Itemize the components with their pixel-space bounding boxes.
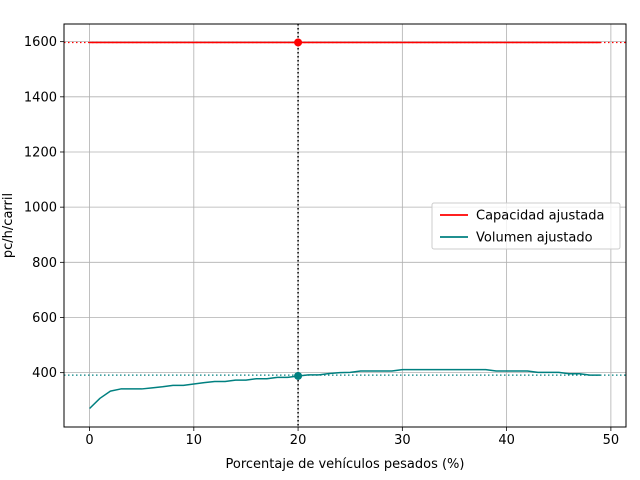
x-tick-label: 20	[290, 433, 307, 448]
highlight-points	[294, 38, 303, 380]
y-tick-label: 1200	[24, 145, 57, 160]
plot-frame	[63, 23, 627, 428]
legend-box	[431, 202, 621, 250]
x-tick-label: 30	[394, 433, 411, 448]
y-tick-label: 1600	[24, 35, 57, 50]
x-tick-label: 40	[498, 433, 515, 448]
volume-series-line	[89, 368, 601, 410]
y-tick-label: 600	[32, 311, 57, 326]
legend-label: Volumen ajustado	[476, 231, 593, 246]
legend-label: Capacidad ajustada	[476, 209, 605, 224]
y-axis-label: pc/h/carril	[1, 193, 16, 258]
capacity-point-marker	[294, 38, 303, 47]
x-ticks: 0 10 20 30 40 50	[85, 427, 619, 448]
volume-point-marker	[294, 371, 303, 380]
y-tick-label: 400	[32, 366, 57, 381]
y-tick-label: 1400	[24, 90, 57, 105]
legend: Capacidad ajustada Volumen ajustado	[431, 202, 621, 250]
x-tick-label: 10	[186, 433, 203, 448]
x-tick-label: 50	[603, 433, 620, 448]
series-group	[89, 41, 601, 410]
x-axis-label: Porcentaje de vehículos pesados (%)	[226, 457, 465, 472]
x-tick-label: 0	[85, 433, 93, 448]
y-tick-label: 1000	[24, 201, 57, 216]
y-tick-label: 800	[32, 256, 57, 271]
y-ticks: 400 600 800 1000 1200 1400 1600	[24, 35, 64, 381]
